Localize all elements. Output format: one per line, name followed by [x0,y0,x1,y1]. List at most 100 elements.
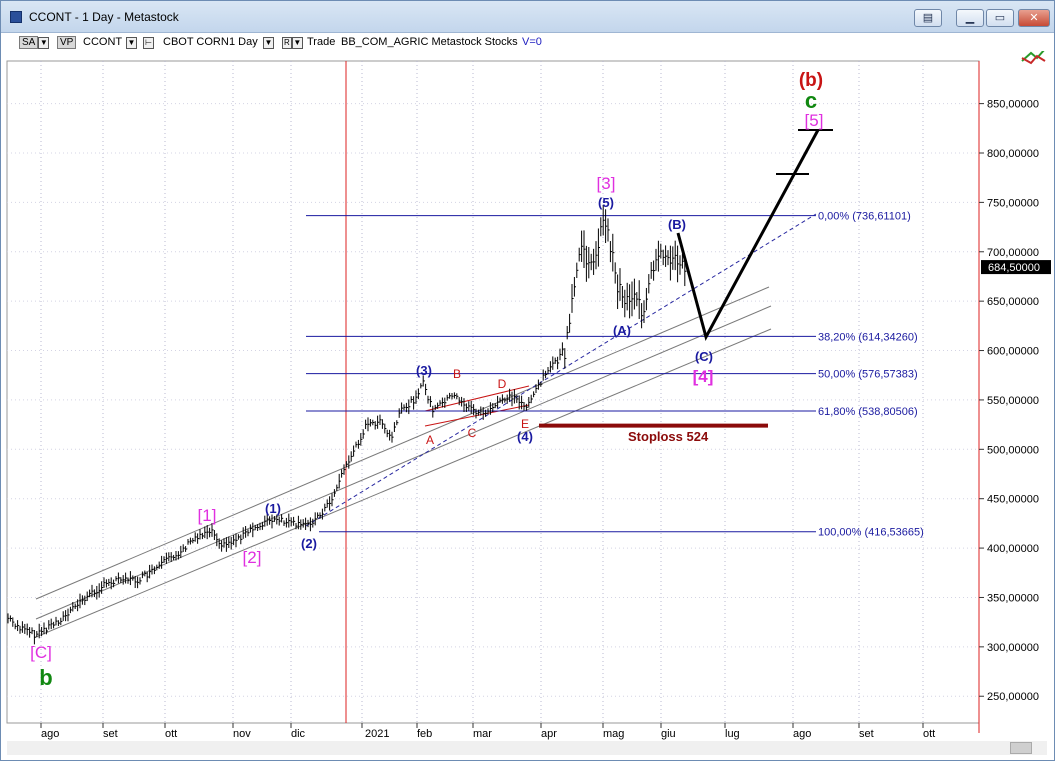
window-options-button[interactable]: ▤ [914,9,942,27]
sa-dropdown-icon[interactable]: ▼ [38,37,50,49]
price-bar [297,515,300,530]
close-button[interactable]: ✕ [1018,9,1050,27]
price-bar [528,396,531,408]
price-bar [605,209,608,244]
symbol-field[interactable]: CCONT [83,36,123,48]
r-selector[interactable]: R ▼ [282,37,303,49]
price-bar [545,370,548,379]
price-bar [547,367,550,375]
dashed-trendline [305,213,817,527]
price-bar [21,621,24,633]
price-bar [146,571,149,583]
price-bar [185,546,188,552]
price-bar [473,404,476,416]
price-bar [609,241,612,263]
price-bar [69,606,72,614]
price-bar [139,577,142,585]
price-bar [204,526,207,539]
price-bar [26,623,29,636]
price-bar [29,627,32,638]
price-tick-label: 750,00000 [987,197,1039,209]
symbol-dropdown-icon[interactable]: ▼ [126,37,137,49]
chart-tool-icon[interactable] [1021,51,1046,65]
price-bar [381,419,384,429]
price-bar [535,384,538,393]
price-bar [321,508,324,520]
price-tick-label: 800,00000 [987,148,1039,160]
price-bar [353,445,356,457]
wave-label-b-red: (b) [799,70,823,91]
scrollbar-thumb[interactable] [1010,742,1032,754]
horizontal-scrollbar[interactable] [7,741,1047,755]
price-bar [655,248,658,271]
price-bar [261,521,264,530]
fibonacci-retracement[interactable]: 0,00% (736,61101) 38,20% (614,34260) 50,00… [306,211,924,539]
price-bar [559,348,562,361]
price-bar [201,532,204,540]
price-bar [120,577,123,583]
price-bar [413,396,416,410]
price-bar [461,396,464,407]
price-bar [225,537,228,552]
sa-selector[interactable]: SA ▼ [19,35,50,49]
minimize-button[interactable]: ▁ [956,9,984,27]
price-bar [619,268,622,301]
price-bar [110,577,113,590]
price-bar [662,249,665,266]
wave-label-tri-D: D [498,377,507,391]
price-bar [341,469,344,478]
price-bar [329,496,332,511]
price-bar [314,512,317,526]
price-bar [458,397,461,406]
price-bar [549,361,552,373]
period-dropdown-icon[interactable]: ▼ [263,37,274,49]
price-bar [50,618,53,630]
wave-label-tri-B: B [453,367,461,381]
price-bar [465,403,468,412]
wave-label-C-blue: (C) [695,349,713,364]
price-bar [451,392,454,400]
time-tick-label: ago [41,728,59,740]
price-chart[interactable]: 0,00% (736,61101) 38,20% (614,34260) 50,00… [1,51,1054,741]
price-bar [62,611,65,621]
price-bar [53,621,56,629]
price-bar [523,401,526,411]
price-bar [206,525,209,540]
app-icon [10,11,22,23]
chart-toolbar: SA ▼ VP CCONT ▼ ⊢ CBOT CORN 1 Day ▼ R ▼ Tr… [1,33,1054,51]
instrument-selector-icon[interactable]: ⊢ [143,35,154,49]
maximize-button[interactable]: ▭ [986,9,1014,27]
wave-label-five-magenta: [5] [805,111,824,130]
price-bar [324,503,327,512]
vp-button[interactable]: VP [57,35,77,49]
price-bar [365,419,368,430]
price-bar [638,280,641,320]
price-bar [511,391,514,407]
price-bars [7,204,687,645]
wave-label-three-blue: (3) [416,363,432,378]
price-bar [72,601,75,612]
time-axis: ago set ott nov dic 2021 feb mar apr mag giu lug ago… [40,723,935,740]
price-tick-label: 250,00000 [987,691,1039,703]
price-bar [199,529,202,540]
time-tick-label: 2021 [365,728,389,740]
price-bar [309,517,312,532]
price-bar [581,230,584,262]
price-bar [240,534,243,545]
price-bar [269,516,272,525]
period-field[interactable]: 1 Day [229,36,258,48]
wave-projection [676,129,833,342]
wave-label-one-blue: (1) [265,501,281,516]
price-bar [293,516,296,526]
price-bar [254,524,257,531]
svg-text:684,50000: 684,50000 [988,262,1040,274]
price-bar [98,583,101,598]
price-bar [379,414,382,426]
price-bar [151,564,154,575]
price-tick-label: 450,00000 [987,494,1039,506]
price-bar [79,593,82,609]
price-bar [590,253,593,271]
projected-wave-path [676,129,820,342]
price-bar [410,396,413,403]
